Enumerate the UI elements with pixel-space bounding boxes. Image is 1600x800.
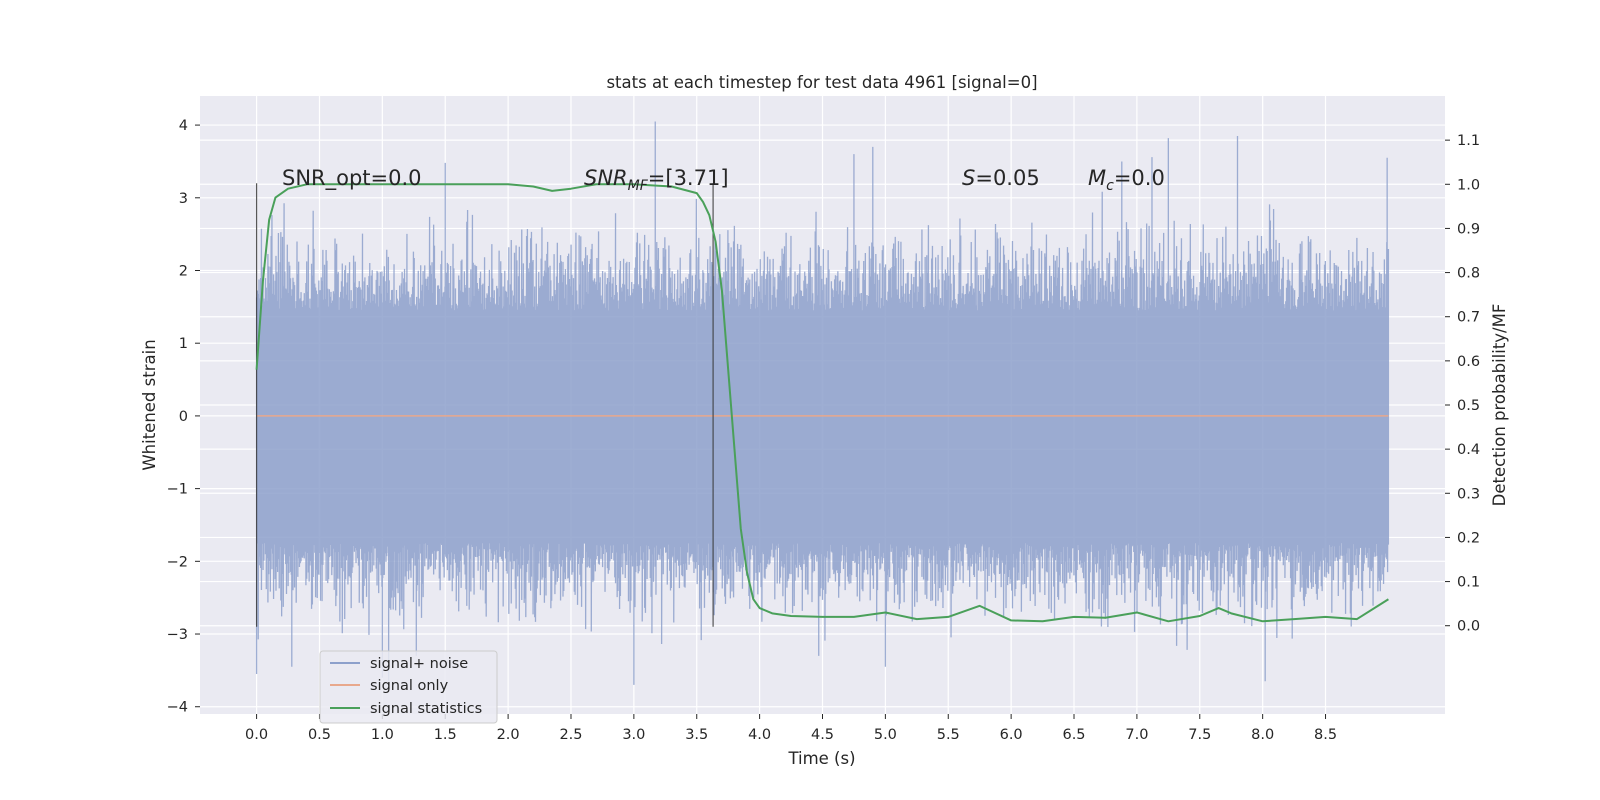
- y-tick-label-right: 1.0: [1457, 177, 1480, 193]
- x-tick-label: 8.0: [1251, 727, 1274, 743]
- legend-label-signal: signal only: [370, 678, 449, 694]
- y-tick-label-left: 3: [179, 191, 188, 207]
- chart-title: stats at each timestep for test data 496…: [606, 73, 1037, 92]
- y-tick-label-right: 0.4: [1457, 442, 1480, 458]
- y-tick-label-left: −1: [167, 482, 188, 498]
- annotation-snr-opt: SNR_opt=0.0: [282, 166, 422, 191]
- y-tick-label-right: 0.8: [1457, 266, 1480, 282]
- x-axis-label: Time (s): [787, 749, 855, 768]
- y-tick-label-right: 0.9: [1457, 221, 1480, 237]
- y-tick-label-left: 4: [179, 118, 188, 134]
- x-tick-label: 2.0: [497, 727, 520, 743]
- x-tick-label: 5.0: [874, 727, 897, 743]
- x-tick-label: 1.0: [371, 727, 394, 743]
- annotation-mc-symbol: M: [1088, 166, 1106, 190]
- y-tick-label-right: 0.7: [1457, 310, 1480, 326]
- y-tick-label-right: 0.6: [1457, 354, 1480, 370]
- y-axis-label-right: Detection probability/MF: [1490, 304, 1509, 507]
- legend-box: [319, 650, 498, 724]
- y-tick-label-right: 1.1: [1457, 133, 1480, 149]
- x-tick-label: 3.0: [622, 727, 645, 743]
- legend: signal+ noise signal only signal statist…: [319, 650, 498, 724]
- annotation-snr-mf-symbol: SNR: [584, 166, 628, 190]
- y-tick-label-left: 2: [179, 263, 188, 279]
- noise-series: [255, 121, 1390, 685]
- y-tick-label-left: −2: [167, 554, 188, 570]
- y-tick-label-right: 0.1: [1457, 575, 1480, 591]
- annotation-snr-mf-value: =[3.71]: [648, 166, 729, 190]
- x-tick-label: 3.5: [685, 727, 708, 743]
- x-tick-label: 0.5: [308, 727, 331, 743]
- x-tick-label: 4.0: [748, 727, 771, 743]
- y-tick-label-left: −3: [167, 627, 188, 643]
- statistics-line: [255, 183, 1389, 623]
- x-tick-label: 4.5: [811, 727, 834, 743]
- legend-label-stats: signal statistics: [370, 701, 482, 717]
- annotation-s: S=0.05: [962, 166, 1040, 190]
- y-tick-label-left: −4: [167, 700, 188, 716]
- annotation-s-symbol: S: [962, 166, 975, 190]
- annotation-s-value: =0.05: [975, 166, 1039, 190]
- x-tick-label: 6.0: [1000, 727, 1023, 743]
- y-tick-label-right: 0.3: [1457, 486, 1480, 502]
- x-tick-label: 7.5: [1188, 727, 1211, 743]
- signal-statistics-series: [255, 183, 1389, 623]
- y-tick-label-left: 0: [179, 409, 188, 425]
- x-tick-label: 8.5: [1314, 727, 1337, 743]
- y-axis-label-left: Whitened strain: [140, 339, 159, 470]
- x-tick-label: 6.5: [1062, 727, 1085, 743]
- annotation-snr-mf-subscript: MF: [628, 178, 649, 194]
- annotation-mc: Mc=0.0: [1088, 166, 1165, 194]
- x-tick-label: 2.5: [559, 727, 582, 743]
- y-tick-label-right: 0.0: [1457, 619, 1480, 635]
- x-tick-label: 0.0: [245, 727, 268, 743]
- noise-trace: [255, 121, 1390, 685]
- y-tick-label-left: 1: [179, 336, 188, 352]
- y-tick-label-right: 0.2: [1457, 530, 1480, 546]
- legend-label-noise: signal+ noise: [370, 656, 468, 672]
- annotation-snr-mf: SNRMF=[3.71]: [584, 166, 729, 194]
- ticks: 0.0 0.5 1.0 1.5 2.0 2.5 3.0 3.5 4.0 4.5 5.0 5.5 6.0 6…: [167, 118, 1480, 743]
- annotation-mc-subscript: c: [1106, 178, 1114, 194]
- x-tick-label: 5.5: [937, 727, 960, 743]
- x-tick-label: 7.0: [1125, 727, 1148, 743]
- annotation-mc-value: =0.0: [1114, 166, 1165, 190]
- x-tick-label: 1.5: [434, 727, 457, 743]
- y-tick-label-right: 0.5: [1457, 398, 1480, 414]
- markers: [255, 183, 714, 627]
